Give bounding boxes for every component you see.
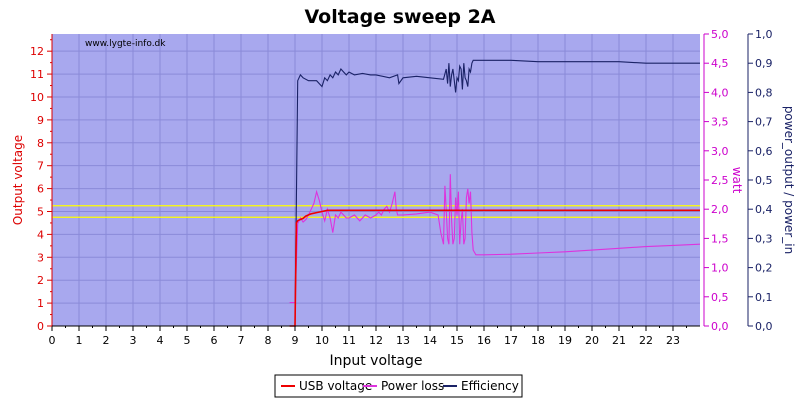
y-right-efficiency-tick-label: 0,1 [755, 291, 773, 304]
x-tick-label: 17 [504, 334, 518, 347]
x-tick-label: 3 [130, 334, 137, 347]
watermark: www.lygte-info.dk [85, 39, 166, 49]
y-right-watt-tick-label: 4,5 [711, 57, 729, 70]
y-axis-left-label: Output voltage [11, 135, 25, 225]
axes: 0 1 2 3 4 5 6 7 8 9 10 11 12 13 14 15 16 17 18 19 20 21 22 2301… [30, 28, 773, 347]
y-right-efficiency-tick-label: 0,5 [755, 174, 773, 187]
y-left-tick-label: 2 [37, 274, 44, 287]
y-left-tick-label: 8 [37, 137, 44, 150]
y-right-efficiency-tick-label: 0,8 [755, 86, 773, 99]
y-left-tick-label: 3 [37, 251, 44, 264]
x-tick-label: 19 [558, 334, 572, 347]
grid-lines [52, 34, 700, 326]
x-tick-label: 5 [184, 334, 191, 347]
x-tick-label: 15 [450, 334, 464, 347]
y-right-efficiency-tick-label: 0,9 [755, 57, 773, 70]
x-tick-label: 13 [396, 334, 410, 347]
y-right-efficiency-tick-label: 0,3 [755, 232, 773, 245]
y-right-watt-tick-label: 0,5 [711, 291, 729, 304]
legend-label: USB voltage [299, 379, 372, 393]
legend-label: Power loss [381, 379, 444, 393]
y-right-efficiency-tick-label: 0,2 [755, 262, 773, 275]
x-tick-label: 10 [315, 334, 329, 347]
y-left-tick-label: 1 [37, 297, 44, 310]
y-right-watt-tick-label: 2,0 [711, 203, 729, 216]
y-right-watt-tick-label: 2,5 [711, 174, 729, 187]
y-left-tick-label: 11 [30, 68, 44, 81]
y-axis-right-efficiency-label: power_output / power_in [782, 106, 796, 254]
y-left-tick-label: 6 [37, 183, 44, 196]
x-axis-label: Input voltage [329, 353, 422, 369]
y-right-efficiency-tick-label: 0,6 [755, 145, 773, 158]
chart-title: Voltage sweep 2A [304, 6, 495, 28]
x-tick-label: 4 [157, 334, 164, 347]
x-tick-label: 1 [76, 334, 83, 347]
y-left-tick-label: 5 [37, 205, 44, 218]
y-right-watt-tick-label: 5,0 [711, 28, 729, 41]
x-tick-label: 18 [531, 334, 545, 347]
x-tick-label: 12 [369, 334, 383, 347]
y-right-watt-tick-label: 4,0 [711, 86, 729, 99]
y-right-watt-tick-label: 3,5 [711, 116, 729, 129]
legend: USB voltage Power loss Efficiency [274, 374, 523, 398]
legend-label: Efficiency [461, 379, 519, 393]
y-right-efficiency-tick-label: 0,0 [755, 320, 773, 333]
reference-lines [52, 205, 700, 218]
y-right-watt-tick-label: 1,0 [711, 262, 729, 275]
series-lines [289, 59, 701, 327]
y-left-tick-label: 9 [37, 114, 44, 127]
x-tick-label: 6 [211, 334, 218, 347]
x-tick-label: 16 [477, 334, 491, 347]
y-left-tick-label: 0 [37, 320, 44, 333]
y-right-watt-tick-label: 1,5 [711, 232, 729, 245]
y-right-efficiency-tick-label: 0,4 [755, 203, 773, 216]
legend-box [274, 374, 523, 398]
series-line-usb-voltage [289, 209, 700, 327]
series-line-power-loss [289, 174, 701, 304]
x-tick-label: 20 [585, 334, 599, 347]
x-tick-label: 21 [612, 334, 626, 347]
x-tick-label: 7 [238, 334, 245, 347]
x-tick-label: 8 [265, 334, 272, 347]
x-tick-label: 23 [666, 334, 680, 347]
x-tick-label: 22 [639, 334, 653, 347]
y-left-tick-label: 12 [30, 45, 44, 58]
y-left-tick-label: 7 [37, 160, 44, 173]
x-tick-label: 11 [342, 334, 356, 347]
y-axis-right-watt-label: watt [730, 167, 744, 194]
y-right-watt-tick-label: 3,0 [711, 145, 729, 158]
y-right-efficiency-tick-label: 1,0 [755, 28, 773, 41]
y-left-tick-label: 10 [30, 91, 44, 104]
x-tick-label: 9 [292, 334, 299, 347]
x-tick-label: 14 [423, 334, 437, 347]
y-right-efficiency-tick-label: 0,7 [755, 116, 773, 129]
y-left-tick-label: 4 [37, 228, 44, 241]
series-line-efficiency [289, 59, 700, 327]
x-tick-label: 0 [49, 334, 56, 347]
y-right-watt-tick-label: 0,0 [711, 320, 729, 333]
x-tick-label: 2 [103, 334, 110, 347]
